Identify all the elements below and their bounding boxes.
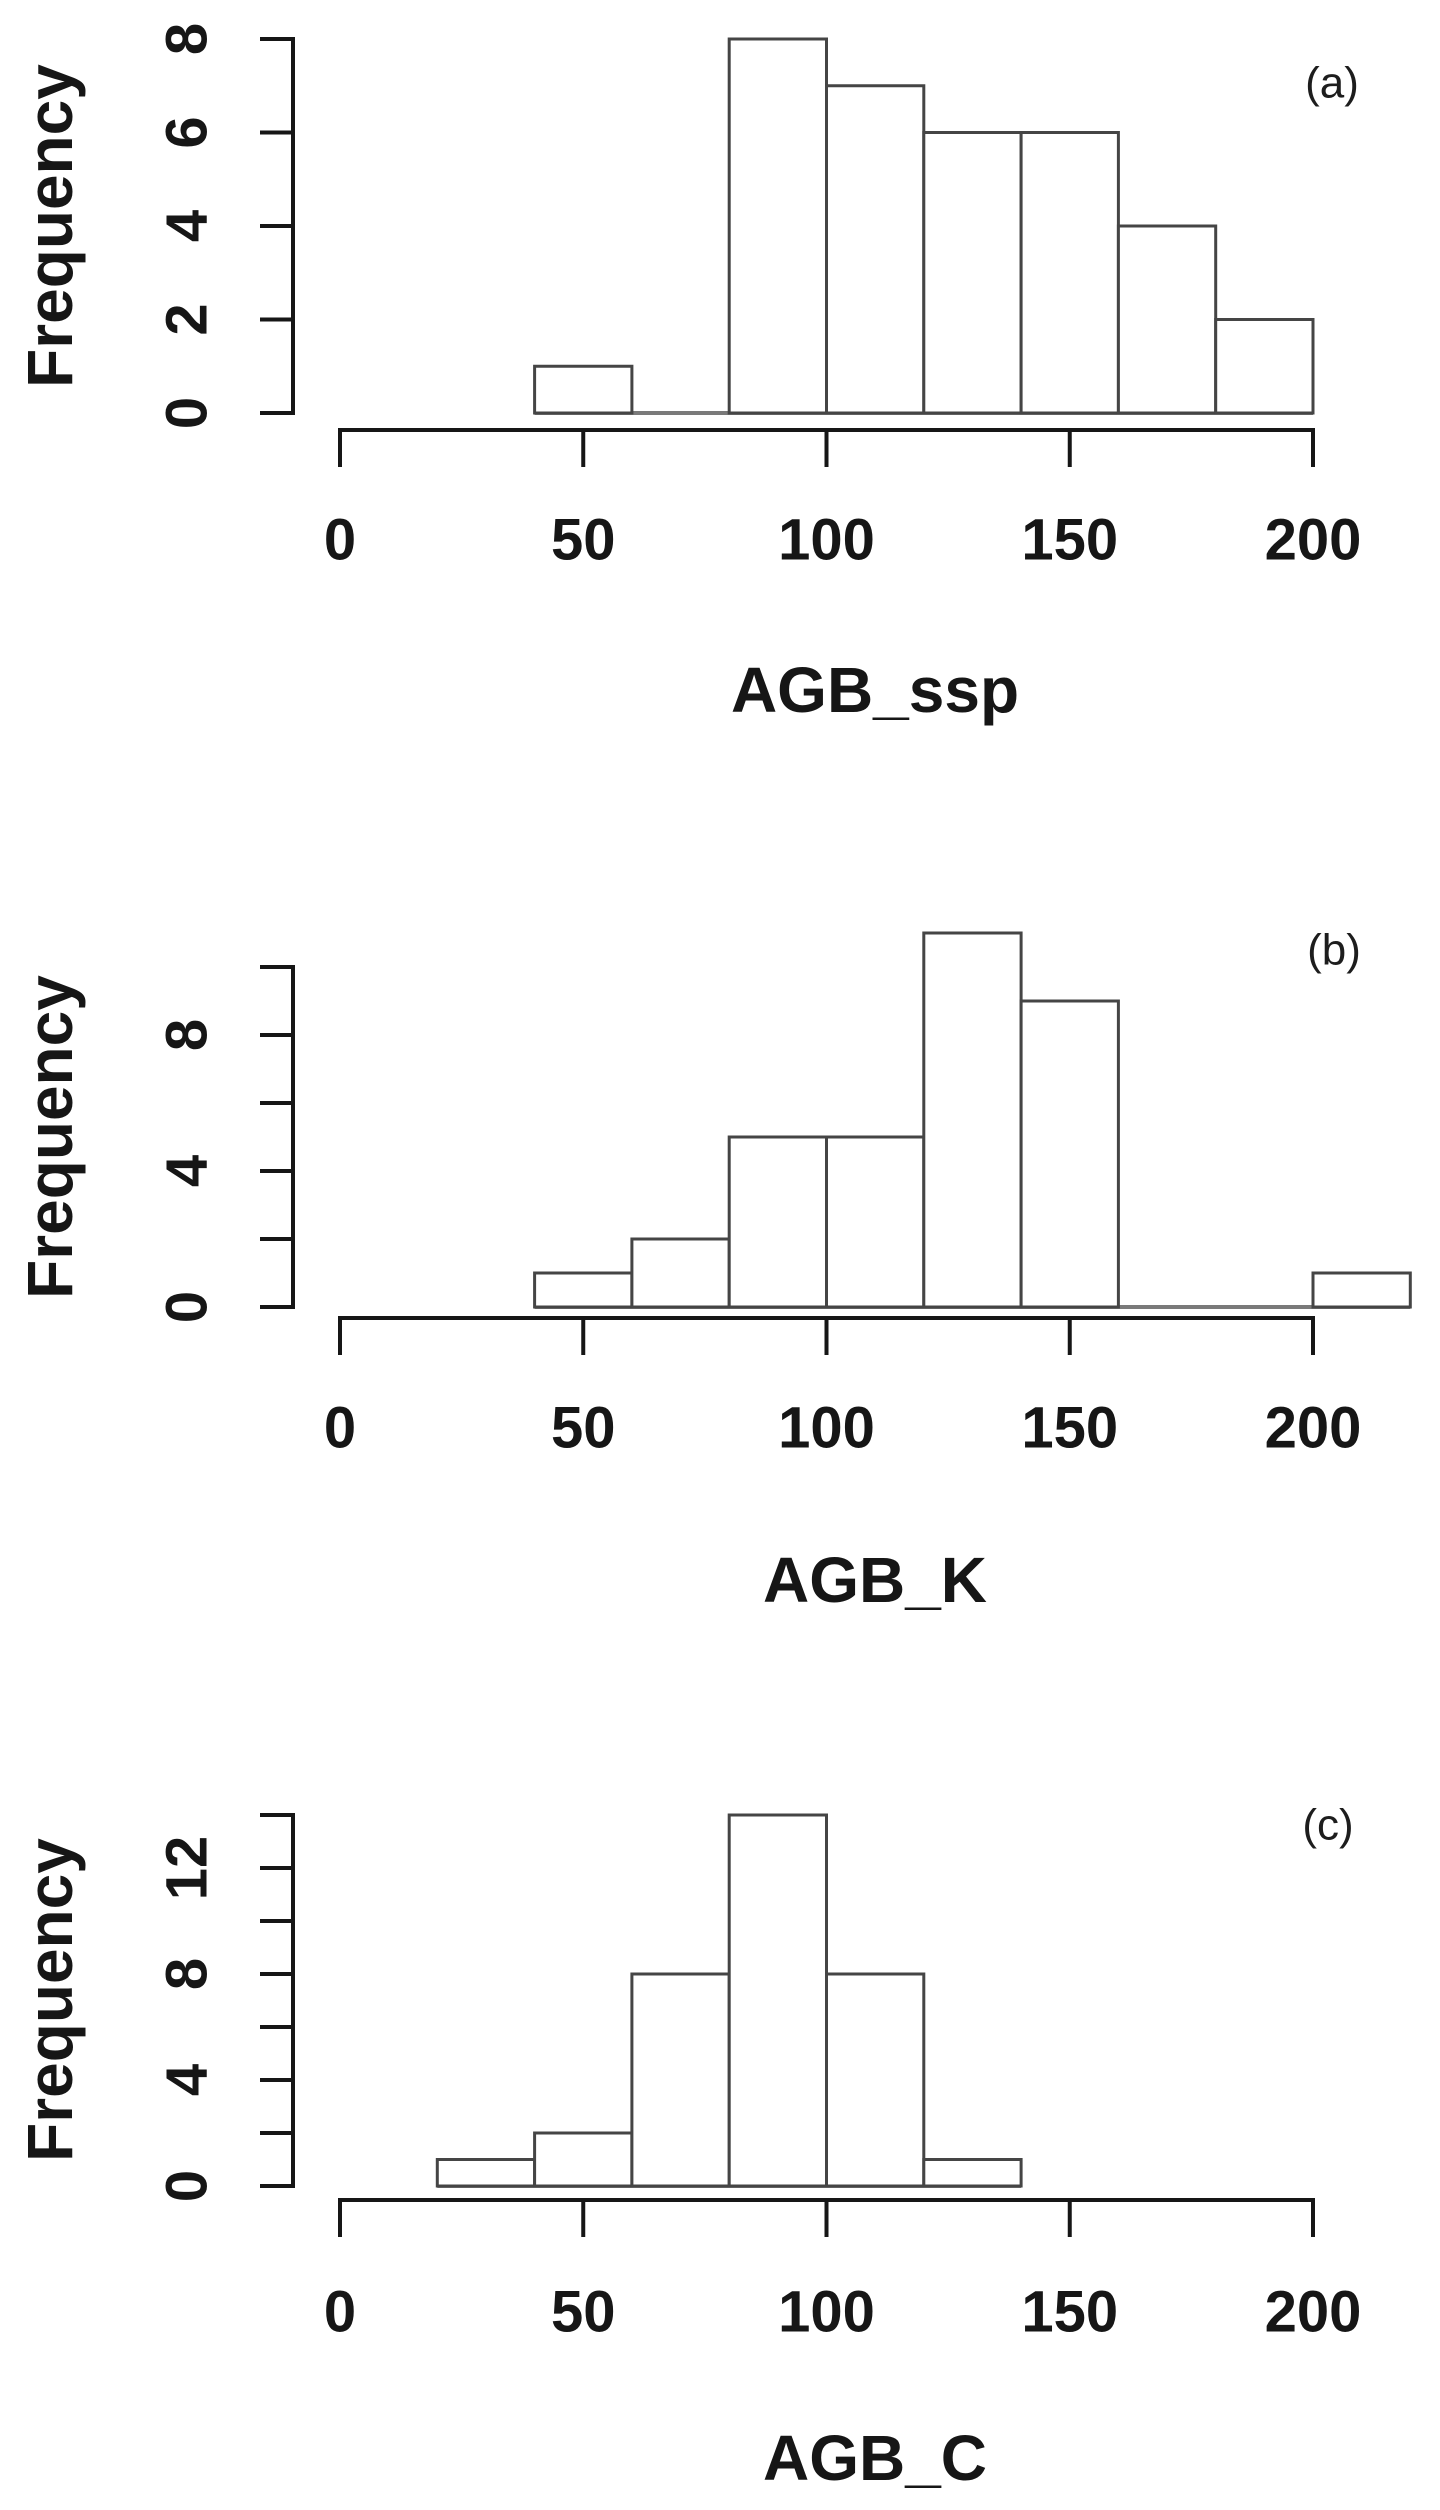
y-tick-label: 8 xyxy=(155,1958,220,1990)
y-tick-label: 4 xyxy=(155,210,220,242)
y-axis-title: Frequency xyxy=(14,1838,86,2162)
histogram-panel-b: 0 4 8 0 50 100 150 200 xyxy=(155,931,1412,1461)
y-tick-label: 8 xyxy=(155,1019,220,1051)
x-tick-label: 100 xyxy=(778,508,875,573)
x-axis-title: AGB_C xyxy=(763,2422,987,2494)
x-tick-label: 50 xyxy=(551,2280,616,2345)
histogram-bar xyxy=(533,364,634,415)
x-axis-title: AGB_K xyxy=(763,1544,987,1616)
y-axis-title: Frequency xyxy=(14,64,86,388)
x-tick-label: 150 xyxy=(1021,508,1118,573)
y-tick-label: 0 xyxy=(155,397,220,429)
histogram-bar xyxy=(727,1813,829,2188)
histogram-bar xyxy=(1311,1271,1412,1309)
x-tick-label: 100 xyxy=(778,2280,875,2345)
histogram-bar xyxy=(435,2158,537,2188)
x-tick-label: 100 xyxy=(778,1396,875,1461)
histogram-bar xyxy=(1019,131,1120,415)
y-tick-label: 0 xyxy=(155,2170,220,2202)
panel-label-b: (b) xyxy=(1307,926,1361,975)
x-tick-label: 50 xyxy=(551,1396,616,1461)
x-axis-title: AGB_ssp xyxy=(731,654,1019,726)
x-tick-label: 200 xyxy=(1265,508,1362,573)
x-tick-label: 200 xyxy=(1265,2280,1362,2345)
histogram-bar xyxy=(922,931,1023,1309)
x-tick-label: 150 xyxy=(1021,2280,1118,2345)
panel-label-a: (a) xyxy=(1305,59,1359,108)
histogram-bar xyxy=(922,2158,1023,2188)
y-axis-title: Frequency xyxy=(14,975,86,1299)
histogram-bar xyxy=(533,2131,634,2188)
histogram-bar xyxy=(825,1972,926,2188)
histogram-bar xyxy=(825,1135,926,1309)
x-tick-label: 50 xyxy=(551,508,616,573)
histogram-bar xyxy=(825,84,926,415)
histogram-bar xyxy=(1116,224,1218,415)
histogram-bar xyxy=(630,1237,731,1309)
histogram-panel-c: 0 4 8 12 0 50 100 150 200 xyxy=(155,1813,1362,2345)
histogram-bar xyxy=(922,131,1023,415)
histogram-bar xyxy=(727,37,829,415)
x-tick-label: 150 xyxy=(1021,1396,1118,1461)
y-tick-label: 4 xyxy=(155,2064,220,2096)
histogram-bar xyxy=(533,1271,634,1309)
histogram-bar xyxy=(1214,318,1315,415)
panel-label-c: (c) xyxy=(1302,1801,1353,1850)
y-tick-label: 4 xyxy=(155,1155,220,1187)
y-tick-label: 2 xyxy=(155,303,220,335)
histogram-bar xyxy=(1019,999,1120,1309)
histogram-bar xyxy=(727,1135,829,1309)
x-tick-label: 0 xyxy=(324,1396,356,1461)
x-tick-label: 200 xyxy=(1265,1396,1362,1461)
histogram-panel-a: 0 2 4 6 8 0 50 100 150 200 xyxy=(155,23,1362,573)
y-tick-label: 0 xyxy=(155,1291,220,1323)
histogram-bar xyxy=(630,1972,731,2188)
x-tick-label: 0 xyxy=(324,508,356,573)
y-tick-label: 6 xyxy=(155,116,220,148)
y-tick-label: 12 xyxy=(155,1836,220,1901)
x-tick-label: 0 xyxy=(324,2280,356,2345)
y-tick-label: 8 xyxy=(155,23,220,55)
